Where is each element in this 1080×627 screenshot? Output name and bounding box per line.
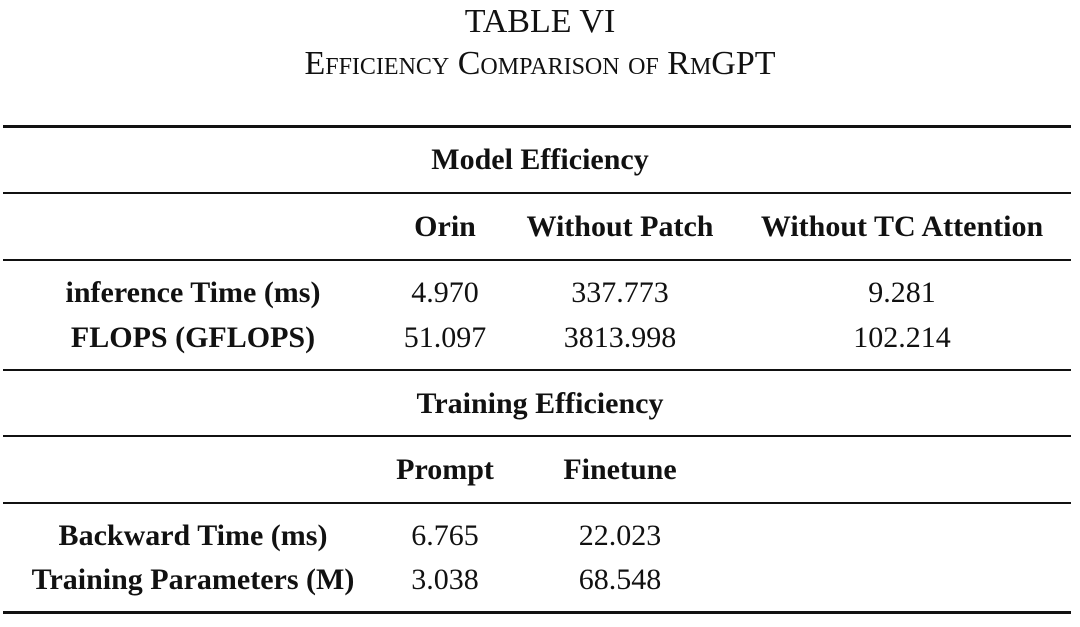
column-header: Orin xyxy=(414,210,476,243)
column-header: Prompt xyxy=(396,453,494,486)
column-header: Without Patch xyxy=(526,210,714,243)
rule xyxy=(3,259,1071,261)
cell: 9.281 xyxy=(868,276,936,309)
rule xyxy=(3,502,1071,504)
cell: 337.773 xyxy=(571,276,669,309)
cell: 22.023 xyxy=(578,519,662,552)
column-header: Finetune xyxy=(563,453,677,486)
table-title: TABLE VI xyxy=(464,3,616,40)
rule xyxy=(3,435,1071,437)
cell: 102.214 xyxy=(853,321,951,354)
table-subtitle: Efficiency Comparison of RmGPT xyxy=(304,45,776,82)
section-heading: Model Efficiency xyxy=(431,143,649,176)
bottom-rule xyxy=(3,611,1071,614)
cell: 3813.998 xyxy=(563,321,677,354)
cell: 3.038 xyxy=(411,563,479,596)
top-rule xyxy=(3,125,1071,128)
row-label: Training Parameters (M) xyxy=(31,563,355,596)
rule xyxy=(3,369,1071,371)
column-header: Without TC Attention xyxy=(760,210,1044,243)
row-label: Backward Time (ms) xyxy=(58,519,328,552)
rule xyxy=(3,192,1071,194)
cell: 4.970 xyxy=(411,276,479,309)
cell: 51.097 xyxy=(403,321,487,354)
row-label: FLOPS (GFLOPS) xyxy=(70,321,316,354)
cell: 68.548 xyxy=(578,563,662,596)
row-label: inference Time (ms) xyxy=(65,276,321,309)
cell: 6.765 xyxy=(411,519,479,552)
section-heading: Training Efficiency xyxy=(416,387,664,420)
